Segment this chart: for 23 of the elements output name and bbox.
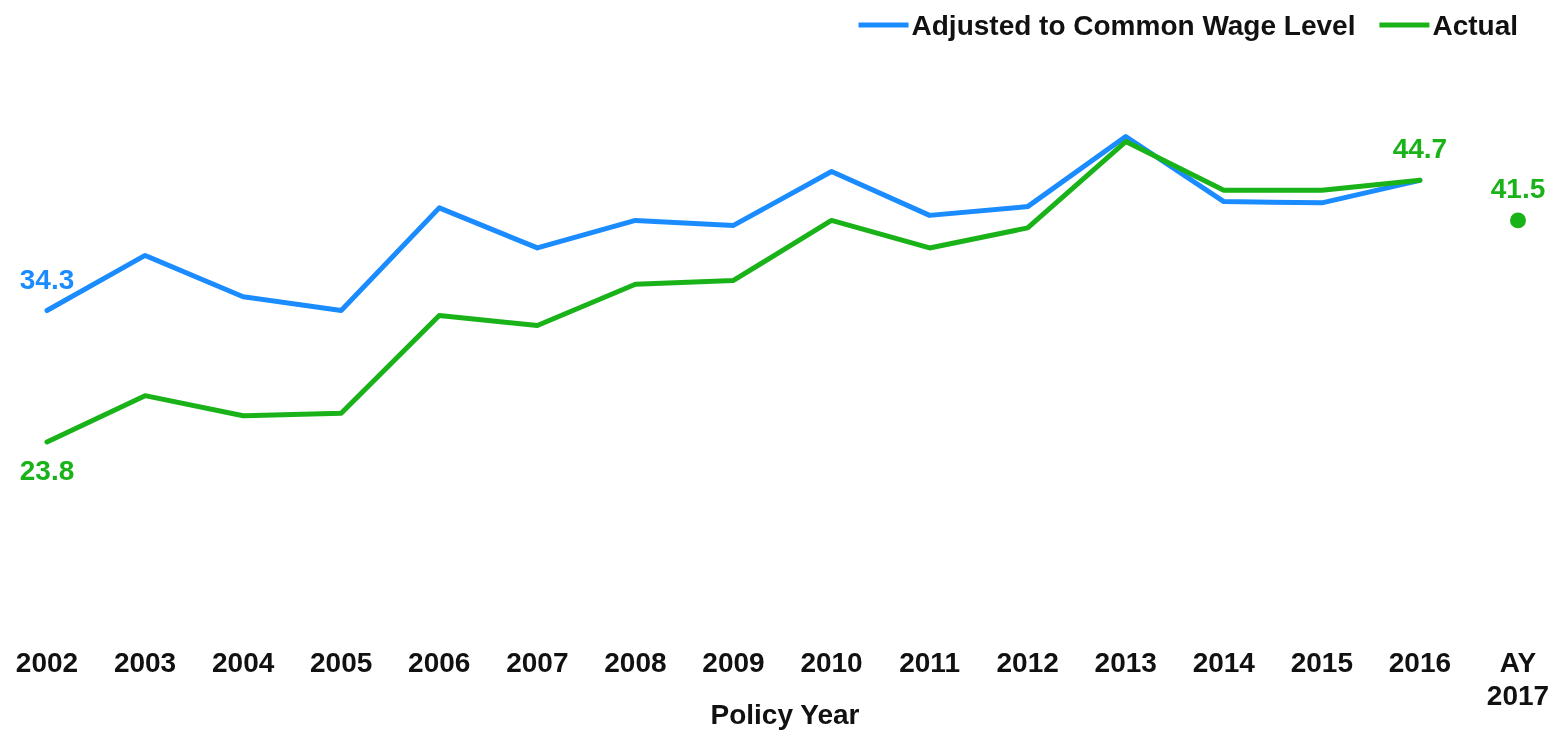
x-tick-label: 2002 <box>15 647 79 678</box>
x-tick-label: 2015 <box>1290 647 1354 678</box>
legend-label: Actual <box>1432 10 1518 41</box>
x-tick-label: 2013 <box>1094 647 1157 678</box>
x-axis-title: Policy Year <box>710 699 860 730</box>
x-tick-label: 2009 <box>702 647 765 678</box>
data-label: 44.7 <box>1392 133 1448 165</box>
x-tick-label: 2003 <box>113 647 177 678</box>
data-label: 23.8 <box>19 455 75 486</box>
data-label: 34.3 <box>19 263 75 295</box>
x-tick-label: 2016 <box>1388 647 1452 678</box>
data-label: 41.5 <box>1490 173 1546 205</box>
legend-label: Adjusted to Common Wage Level <box>911 10 1356 41</box>
x-tick-label: 2010 <box>800 647 863 678</box>
x-tick-label: AY 2017 <box>1486 647 1550 711</box>
x-tick-label: 2006 <box>408 647 471 678</box>
x-tick-label: 2012 <box>996 647 1059 678</box>
x-tick-label: 2011 <box>899 647 960 678</box>
x-tick-label: 2005 <box>310 647 373 678</box>
x-tick-label: 2008 <box>604 647 667 678</box>
x-tick-label: 2004 <box>211 647 275 678</box>
x-tick-label: 2007 <box>506 647 569 678</box>
x-tick-label: 2014 <box>1192 647 1256 678</box>
